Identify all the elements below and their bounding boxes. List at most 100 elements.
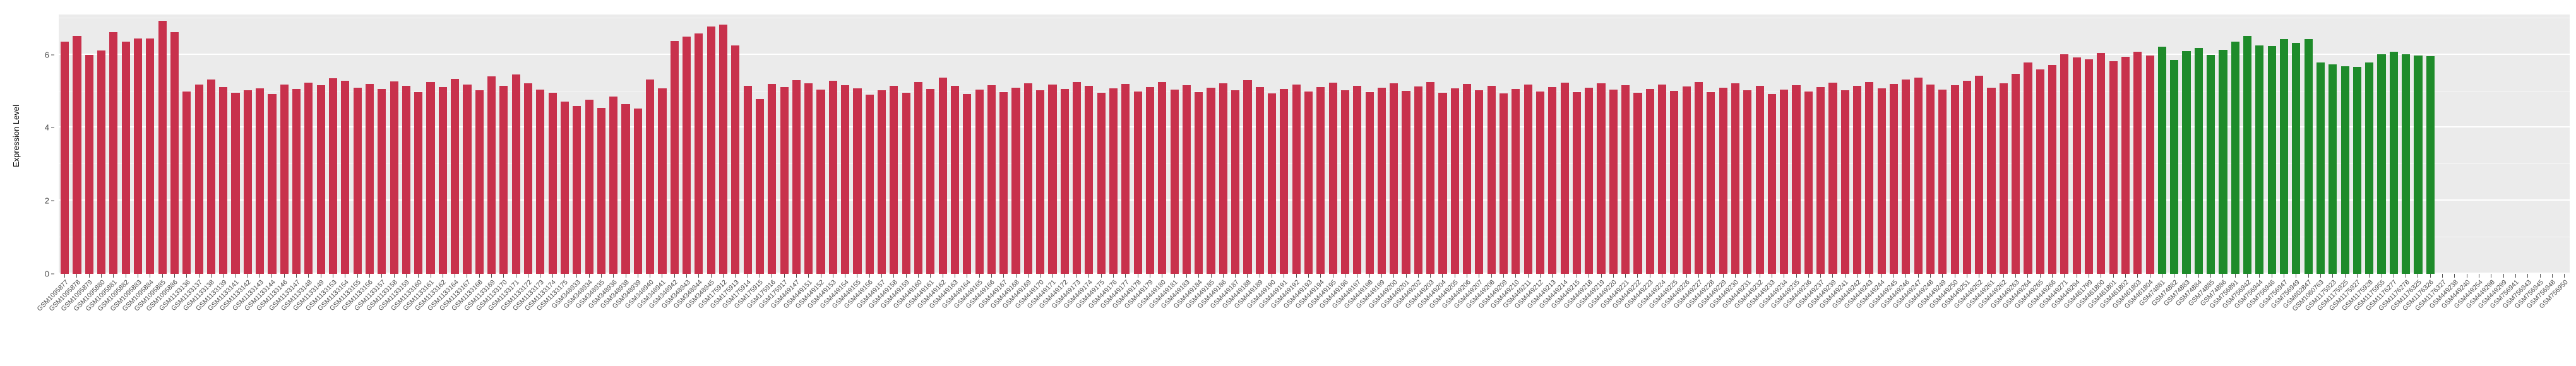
bar[interactable] [926,89,935,274]
bar[interactable] [2133,52,2142,274]
bar[interactable] [1377,88,1386,274]
bar[interactable] [1170,90,1179,274]
bar[interactable] [268,94,277,274]
bar[interactable] [1902,80,1911,274]
bar[interactable] [1195,92,1203,274]
bar[interactable] [1365,92,1374,274]
bar[interactable] [2109,61,2118,274]
bar[interactable] [2121,56,2130,274]
bar[interactable] [1975,76,1984,274]
bar[interactable] [695,33,703,274]
bar[interactable] [2352,67,2361,274]
bar[interactable] [609,96,618,274]
bar[interactable] [902,92,910,274]
bar[interactable] [1633,93,1642,274]
bar[interactable] [2414,55,2423,274]
bar[interactable] [1219,83,1227,274]
bar[interactable] [1621,85,1630,274]
bar[interactable] [2389,52,2398,274]
bar[interactable] [646,80,655,274]
bar[interactable] [2377,54,2386,274]
bar[interactable] [256,88,265,274]
bar[interactable] [1340,90,1350,274]
bar[interactable] [73,35,81,274]
bar[interactable] [1524,85,1532,274]
bar[interactable] [1731,83,1740,274]
bar[interactable] [1658,84,1667,274]
bar[interactable] [2048,64,2057,274]
bar[interactable] [1158,81,1167,274]
bar[interactable] [2267,46,2276,274]
bar[interactable] [1328,82,1337,274]
bar[interactable] [414,92,423,274]
bar[interactable] [292,89,301,274]
bar[interactable] [1828,83,1837,274]
bar[interactable] [2182,50,2191,274]
bar[interactable] [1353,85,1362,274]
bar[interactable] [1085,86,1094,274]
bar[interactable] [1268,93,1277,274]
bar[interactable] [792,80,801,274]
bar[interactable] [975,90,984,274]
bar[interactable] [1780,89,1789,274]
bar[interactable] [914,82,923,274]
bar[interactable] [2365,62,2374,274]
bar[interactable] [1060,89,1069,274]
bar[interactable] [1609,90,1618,274]
bar[interactable] [2292,42,2301,274]
bar[interactable] [2255,45,2264,274]
bar[interactable] [1133,91,1142,274]
bar[interactable] [1987,87,1996,274]
bar[interactable] [390,81,398,274]
bar[interactable] [1694,82,1703,274]
bar[interactable] [97,50,106,274]
bar[interactable] [2084,59,2094,274]
bar[interactable] [633,109,642,274]
bar[interactable] [2402,54,2411,274]
bar[interactable] [1645,88,1654,274]
bar[interactable] [1109,88,1118,274]
bar[interactable] [2060,54,2069,274]
bar[interactable] [999,92,1008,274]
bar[interactable] [1585,87,1594,274]
bar[interactable] [670,40,679,274]
bar[interactable] [194,85,203,274]
bar[interactable] [1767,93,1776,274]
bar[interactable] [1962,81,1971,274]
bar[interactable] [2243,35,2252,274]
bar[interactable] [560,101,569,274]
bar[interactable] [146,38,155,274]
bar[interactable] [158,20,167,274]
bar[interactable] [963,94,972,274]
bar[interactable] [536,89,545,274]
bar[interactable] [804,83,813,274]
bar[interactable] [1438,92,1447,274]
bar[interactable] [828,81,837,274]
bar[interactable] [1414,86,1422,274]
bar[interactable] [865,95,874,274]
bar[interactable] [316,85,325,274]
bar[interactable] [1670,91,1679,274]
bar[interactable] [1145,86,1155,274]
bar[interactable] [1316,87,1325,274]
bar[interactable] [621,104,630,274]
bar[interactable] [780,86,789,274]
bar[interactable] [1755,85,1764,274]
bar[interactable] [1938,90,1947,274]
bar[interactable] [2231,41,2239,274]
bar[interactable] [743,85,752,274]
bar[interactable] [1011,87,1020,274]
bar[interactable] [1426,82,1435,274]
bar[interactable] [585,99,593,274]
bar[interactable] [1950,85,1959,274]
bar[interactable] [1390,83,1398,274]
bar[interactable] [1487,86,1496,274]
bar[interactable] [219,86,228,274]
bar[interactable] [1840,90,1849,274]
bar[interactable] [1743,90,1752,274]
bar[interactable] [1097,93,1106,274]
bar[interactable] [658,88,667,274]
bar[interactable] [2207,54,2215,274]
bar[interactable] [1304,92,1313,274]
bar[interactable] [1243,80,1252,274]
